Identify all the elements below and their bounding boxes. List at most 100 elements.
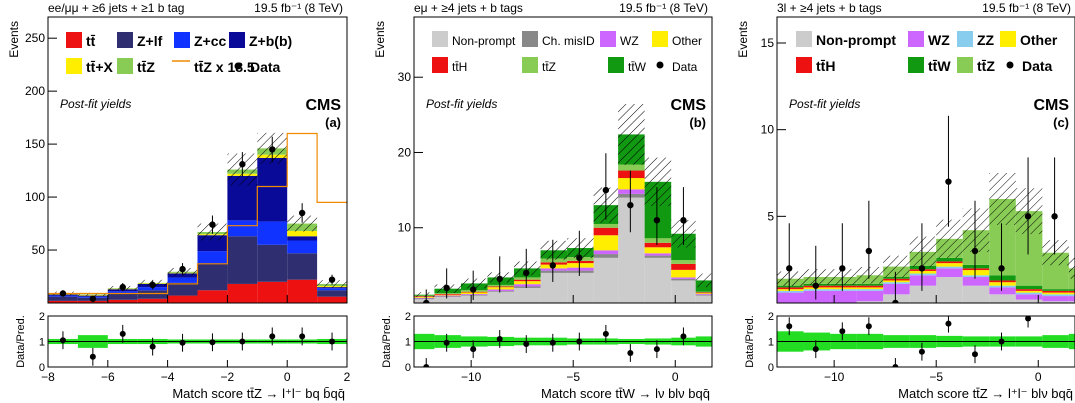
ratio-point-5 (549, 339, 556, 346)
data-point-9 (1024, 213, 1032, 220)
bar-tt̄H-6 (567, 260, 594, 264)
uncertainty-hatch-9 (644, 157, 672, 207)
plot-area (777, 115, 1075, 303)
legend-label-4: tt̄+X (86, 59, 114, 75)
uncertainty-hatch-6 (936, 219, 963, 259)
series-0 (414, 197, 712, 303)
legend-label-1: WZ (928, 32, 950, 48)
ratio-area (414, 324, 712, 367)
bar-Z+cc-9 (317, 288, 347, 291)
bar-Other-3 (856, 287, 884, 290)
x-axis-label: Match score tt̄W → lν blν bqq̄ (541, 386, 710, 401)
bar-tt̄H-4 (883, 278, 910, 281)
bar-Ch. misID-6 (567, 270, 594, 273)
bar-Other-7 (962, 270, 990, 276)
ratio-ytick-label-2: 2 (39, 311, 45, 323)
cms-label: CMS (305, 97, 341, 114)
bar-Z+lf-9 (317, 290, 347, 297)
data-point-7 (971, 247, 979, 255)
ratio-point-6 (576, 338, 583, 345)
data-point-7 (269, 146, 276, 153)
uncertainty-hatch-2 (460, 278, 488, 289)
bar-ZZ-8 (989, 285, 1016, 288)
data-point-2 (119, 283, 126, 291)
bar-WZ-8 (618, 189, 645, 194)
bar-ZZ-7 (962, 275, 990, 277)
data-point-0 (59, 290, 67, 297)
bar-Z+cc-5 (197, 251, 228, 264)
data-point-5 (549, 262, 556, 269)
title-left: 3l + ≥4 jets + b tags (777, 1, 882, 15)
ratio-point-2 (470, 346, 477, 353)
uncertainty-hatch-1 (803, 269, 831, 285)
bar-tt̄Z-9 (644, 238, 672, 243)
bar-Ch. misID-9 (644, 255, 672, 258)
y-axis-label: Events (373, 21, 387, 58)
legend-swatch-6 (608, 57, 624, 73)
bar-Other-9 (644, 247, 672, 254)
legend-marker-7 (1006, 61, 1014, 69)
bar-tt̄H-3 (487, 286, 515, 288)
bar-tt̄-5 (197, 290, 228, 303)
bar-ZZ-11 (1068, 294, 1075, 297)
ratio-point-1 (89, 353, 96, 360)
bar-tt̄Z-10 (671, 260, 696, 264)
bar-WZ-2 (830, 290, 857, 303)
legend-label-6: tt̄Z (977, 58, 995, 74)
bar-Other-5 (909, 270, 937, 274)
data-point-1 (812, 282, 819, 289)
bar-tt̄Z-1 (434, 293, 461, 294)
legend-label-7: Data (250, 59, 281, 75)
uncertainty-hatch-9 (1015, 188, 1043, 235)
ratio-ytick-label-1: 1 (39, 337, 45, 349)
bar-Other-3 (487, 287, 515, 290)
title-right: 19.5 fb⁻¹ (8 TeV) (619, 1, 708, 15)
bar-Z+cc-2 (107, 291, 138, 294)
bar-tt̄H-7 (962, 268, 990, 271)
bar-WZ-9 (1015, 294, 1043, 300)
bar-WZ-5 (540, 268, 568, 271)
ratio-point-0 (59, 337, 66, 344)
bar-tt̄W-10 (1042, 289, 1069, 291)
data-point-4 (892, 299, 899, 303)
data-point-8 (627, 201, 634, 209)
subtitle: Post-fit yields (426, 97, 497, 111)
bar-Other-0 (777, 289, 804, 291)
ytick-label-0: 50 (32, 243, 46, 257)
ratio-point-8 (998, 338, 1005, 345)
bar-WZ-3 (856, 290, 884, 302)
bar-Non-prompt-2 (460, 295, 488, 303)
data-point-9 (328, 276, 336, 283)
bar-tt̄Z-11 (695, 291, 712, 293)
legend-marker-7 (234, 62, 242, 70)
bar-Non-prompt-4 (883, 294, 910, 303)
ratio-point-7 (602, 330, 609, 337)
ytick-label-1: 10 (761, 123, 775, 137)
bar-Z+b(b)-8 (287, 236, 318, 241)
bar-tt̄W-4 (883, 277, 910, 279)
ratio-point-5 (209, 339, 216, 346)
title-right: 19.5 fb⁻¹ (8 TeV) (254, 1, 343, 15)
legend-label-7: Data (672, 60, 698, 74)
panel-label: (c) (1053, 115, 1069, 130)
legend-swatch-3 (652, 31, 668, 47)
bar-WZ-2 (460, 293, 488, 295)
bar-Ch. misID-10 (671, 278, 696, 281)
plot-frame (47, 16, 348, 304)
bar-WZ-8 (989, 287, 1016, 295)
y-axis-label: Events (7, 21, 21, 58)
bar-Non-prompt-11 (1068, 301, 1075, 303)
bar-Z+lf-5 (197, 263, 228, 291)
legend-label-5: tt̄Z (542, 60, 556, 74)
data-point-7 (602, 186, 610, 194)
bar-Other-10 (1042, 292, 1069, 295)
ratio-ytick-label-0: 0 (405, 362, 411, 374)
bar-Z+lf-6 (227, 236, 258, 284)
ratio-point-4 (892, 364, 899, 367)
uncertainty-hatch-1 (77, 292, 108, 297)
overlay-line (48, 132, 347, 303)
bar-Non-prompt-8 (618, 197, 645, 303)
bar-ZZ-4 (883, 282, 910, 284)
xtick-label-2: 0 (672, 370, 679, 384)
bar-WZ-10 (1042, 296, 1069, 302)
